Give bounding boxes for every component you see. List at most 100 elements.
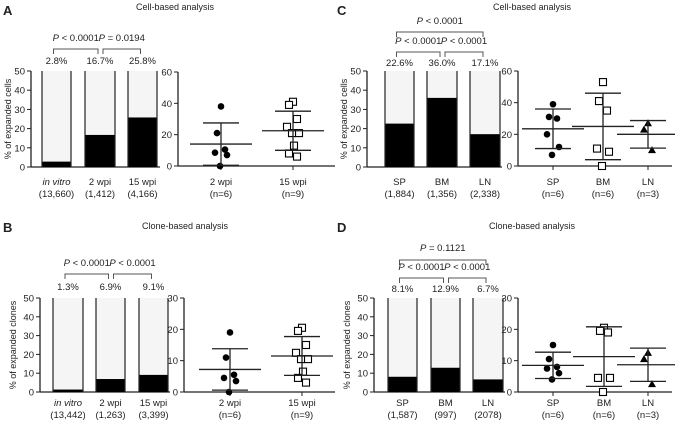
y-axis-label: % of expanded cells <box>339 78 349 159</box>
bar-value-label: 6.7% <box>477 284 499 295</box>
bar-fill <box>85 134 115 167</box>
bar-value-label: 2.8% <box>46 56 68 67</box>
significance-bracket <box>113 273 152 279</box>
bar-fill <box>431 367 460 392</box>
bar-fill <box>128 117 157 167</box>
x-tick-label: SP <box>547 398 560 409</box>
x-tick-label: 15 wpi <box>279 177 306 188</box>
bar-value-label: 36.0% <box>429 58 456 69</box>
panel-letter: C <box>337 3 347 18</box>
y-axis-label: % of expanded cells <box>3 78 13 159</box>
bar-value-label: 25.8% <box>129 56 156 67</box>
group-n-label: (n=3) <box>637 410 659 421</box>
data-point-square <box>604 147 614 156</box>
significance-bracket <box>444 51 484 57</box>
y-tick-label: 50 <box>357 294 368 305</box>
p-value-label: P < 0.0001 <box>109 258 155 269</box>
p-value-label: P < 0.0001 <box>417 16 463 27</box>
significance-bracket <box>399 277 444 283</box>
data-point-circle <box>226 329 234 336</box>
bar-fill <box>470 134 500 167</box>
significance-bracket <box>396 31 484 37</box>
data-point-square <box>592 144 602 153</box>
x-tick-label: 15 wpi <box>288 398 315 409</box>
data-point-square <box>603 328 613 337</box>
data-point-triangle <box>640 125 648 133</box>
y-tick-label: 20 <box>167 325 178 336</box>
group-n-label: (n=6) <box>219 410 241 421</box>
panel-d: D Clone-based analysis 0 10 20 30 40 50 % of exp… <box>337 220 675 421</box>
category-count: (2,338) <box>470 189 500 200</box>
bar-fill <box>139 374 168 392</box>
panel-letter: D <box>337 220 346 235</box>
data-point-square <box>593 373 603 382</box>
category-count: (13,442) <box>50 410 85 421</box>
group-n-label: (n=6) <box>592 189 614 200</box>
panel-letter: A <box>3 3 13 18</box>
y-tick-label: 20 <box>357 350 368 361</box>
data-point-triangle <box>648 380 656 388</box>
y-tick-label: 0 <box>356 163 361 174</box>
y-tick-label: 10 <box>501 356 512 367</box>
x-tick-label: 15 wpi <box>140 398 167 409</box>
data-point-circle <box>223 151 231 159</box>
y-tick-label: 30 <box>501 294 512 305</box>
x-tick-label: LN <box>482 398 494 409</box>
data-point-circle <box>548 376 556 383</box>
group-n-label: (n=6) <box>210 189 232 200</box>
bar-fill <box>53 389 83 392</box>
x-tick-label: 2 wpi <box>99 398 121 409</box>
p-value-label: P < 0.0001 <box>64 258 110 269</box>
panel-title: Cell-based analysis <box>136 2 215 12</box>
significance-bracket <box>396 51 441 57</box>
data-point-square <box>594 97 604 106</box>
x-tick-label: in vitro <box>54 398 82 409</box>
y-tick-label: 0 <box>363 388 368 399</box>
group-n-label: (n=9) <box>291 410 313 421</box>
y-tick-label: 0 <box>167 162 172 173</box>
bar-value-label: 8.1% <box>392 284 414 295</box>
data-point-square <box>597 161 607 171</box>
x-tick-label: LN <box>642 177 654 188</box>
x-tick-label: SP <box>393 177 406 188</box>
category-count: (1,263) <box>95 410 125 421</box>
y-tick-label: 20 <box>501 130 512 141</box>
data-point-square <box>289 141 299 150</box>
data-point-square <box>595 326 605 335</box>
bar-fill <box>427 97 457 167</box>
x-tick-label: BM <box>435 177 449 188</box>
bar-background <box>96 298 125 392</box>
data-point-circle <box>543 365 551 372</box>
category-count: (1,587) <box>387 410 417 421</box>
data-point-square <box>598 78 608 87</box>
data-point-square <box>293 373 303 382</box>
panel-title: Clone-based analysis <box>142 221 229 231</box>
dot-plot: 0 20 40 60 2 wpi(n=6) 15 wpi(n=9) <box>161 68 335 200</box>
data-point-triangle <box>648 146 656 154</box>
y-tick-label: 0 <box>173 388 178 399</box>
stacked-bar-chart: 0 10 20 30 40 50 % of expanded clones 8.1% SP(1,… <box>342 243 505 421</box>
data-point-circle <box>548 151 556 159</box>
y-tick-label: 40 <box>161 99 172 110</box>
p-value-label: P < 0.0001 <box>398 262 444 273</box>
data-point-circle <box>211 149 219 156</box>
bar-fill <box>385 123 414 167</box>
p-value-label: P < 0.0001 <box>395 36 441 47</box>
y-tick-label: 0 <box>507 162 512 173</box>
y-tick-label: 0 <box>20 163 25 174</box>
data-point-square <box>301 340 311 350</box>
data-point-circle <box>553 363 561 371</box>
category-count: (997) <box>434 410 456 421</box>
data-point-circle <box>549 341 557 349</box>
x-tick-label: LN <box>642 398 654 409</box>
y-axis-label: % of expanded clones <box>8 300 18 389</box>
dot-plot: 0 10 20 30 2 wpi(n=6) 15 wpi(n=9) <box>167 294 335 421</box>
category-count: (1,884) <box>384 189 414 200</box>
data-point-circle <box>553 115 561 122</box>
p-value-label: P < 0.0001 <box>53 33 99 44</box>
p-value-label: P = 0.1121 <box>420 243 466 254</box>
x-tick-label: 2 wpi <box>210 177 232 188</box>
category-count: (2078) <box>474 410 501 421</box>
